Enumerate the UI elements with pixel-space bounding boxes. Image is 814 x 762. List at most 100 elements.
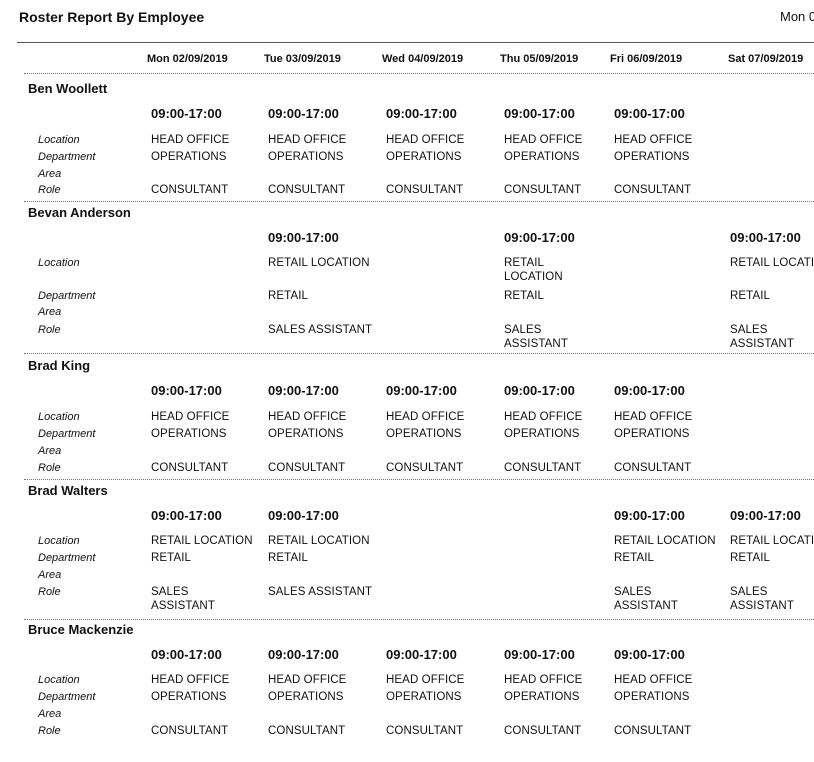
- shift-cell: 09:00-17:00 RETAIL LOCATION RETAIL SALES AS…: [151, 483, 271, 623]
- shift-cell: 09:00-17:00 HEAD OFFICE OPERATIONS CONSULTA…: [504, 358, 624, 498]
- shift-location: HEAD OFFICE: [614, 134, 693, 146]
- day-header-tue: Tue 03/09/2019: [264, 53, 341, 65]
- shift-location: HEAD OFFICE: [268, 134, 347, 146]
- field-label-area: Area: [38, 708, 62, 720]
- shift-cell: 09:00-17:00 RETAIL LOCATION RETAIL SALES AS…: [730, 483, 814, 623]
- shift-location: RETAIL LOCATION: [614, 535, 716, 547]
- shift-department: OPERATIONS: [614, 428, 690, 440]
- shift-department: OPERATIONS: [504, 151, 580, 163]
- shift-location: HEAD OFFICE: [151, 411, 230, 423]
- shift-location: RETAIL LOCATION: [151, 535, 253, 547]
- shift-cell: 09:00-17:00 HEAD OFFICE OPERATIONS CONSULTA…: [151, 358, 271, 498]
- shift-department: OPERATIONS: [151, 428, 227, 440]
- shift-department: OPERATIONS: [268, 151, 344, 163]
- employee-block: Bevan Anderson Location Department Area Role…: [0, 205, 814, 350]
- field-label-location: Location: [38, 257, 80, 269]
- shift-department: OPERATIONS: [268, 428, 344, 440]
- field-label-role: Role: [38, 184, 61, 196]
- shift-role: CONSULTANT: [268, 184, 346, 196]
- shift-location: HEAD OFFICE: [504, 674, 583, 686]
- shift-role: CONSULTANT: [614, 462, 692, 474]
- shift-role: CONSULTANT: [268, 725, 346, 737]
- shift-location: HEAD OFFICE: [614, 411, 693, 423]
- shift-cell: 09:00-17:00 RETAIL LOCATION RETAIL SALES AS…: [614, 483, 734, 623]
- shift-time: 09:00-17:00: [730, 508, 801, 523]
- field-label-location: Location: [38, 674, 80, 686]
- report-title: Roster Report By Employee: [19, 9, 205, 25]
- employee-divider: [24, 619, 814, 620]
- shift-location: RETAIL LOCATION: [730, 535, 814, 547]
- shift-role: SALES ASSISTANT: [268, 324, 373, 336]
- employee-block: Brad King Location Department Area Role 09:00…: [0, 358, 814, 498]
- roster-rows: Ben Woollett Location Department Area Role 09…: [0, 81, 814, 737]
- shift-role: SALES ASSISTANT: [504, 324, 568, 350]
- shift-cell: 09:00-17:00 RETAIL LOCATION RETAIL SALES AS…: [268, 205, 388, 345]
- shift-department: OPERATIONS: [151, 691, 227, 703]
- shift-location: HEAD OFFICE: [268, 674, 347, 686]
- shift-role: CONSULTANT: [386, 725, 464, 737]
- shift-time: 09:00-17:00: [504, 106, 575, 121]
- employee-name: Ben Woollett: [28, 81, 108, 96]
- shift-role: CONSULTANT: [151, 462, 229, 474]
- shift-role: CONSULTANT: [268, 462, 346, 474]
- day-column-headers: Mon 02/09/2019 Tue 03/09/2019 Wed 04/09/…: [0, 53, 814, 69]
- shift-time: 09:00-17:00: [730, 230, 801, 245]
- shift-cell: 09:00-17:00 HEAD OFFICE OPERATIONS CONSULTA…: [504, 81, 624, 221]
- field-label-department: Department: [38, 428, 96, 440]
- shift-role: CONSULTANT: [614, 725, 692, 737]
- field-label-area: Area: [38, 445, 62, 457]
- shift-role: CONSULTANT: [504, 725, 582, 737]
- shift-time: 09:00-17:00: [614, 383, 685, 398]
- shift-department: RETAIL: [730, 290, 771, 302]
- shift-location: HEAD OFFICE: [386, 674, 465, 686]
- field-label-location: Location: [38, 411, 80, 423]
- field-label-location: Location: [38, 535, 80, 547]
- shift-time: 09:00-17:00: [268, 106, 339, 121]
- shift-role: CONSULTANT: [386, 184, 464, 196]
- field-label-location: Location: [38, 134, 80, 146]
- shift-department: OPERATIONS: [614, 691, 690, 703]
- shift-time: 09:00-17:00: [151, 383, 222, 398]
- shift-department: RETAIL: [730, 552, 771, 564]
- shift-cell: 09:00-17:00 HEAD OFFICE OPERATIONS CONSULTA…: [268, 358, 388, 498]
- shift-cell: 09:00-17:00 HEAD OFFICE OPERATIONS CONSULTA…: [386, 81, 506, 221]
- report-date-header: Mon 0: [780, 9, 814, 24]
- shift-time: 09:00-17:00: [504, 230, 575, 245]
- shift-location: RETAIL LOCATION: [504, 257, 563, 283]
- shift-cell: 09:00-17:00 RETAIL LOCATION RETAIL SALES AS…: [268, 483, 388, 623]
- shift-role: CONSULTANT: [386, 462, 464, 474]
- title-divider: [17, 42, 814, 43]
- shift-location: HEAD OFFICE: [504, 134, 583, 146]
- employee-divider: [24, 201, 814, 202]
- shift-location: HEAD OFFICE: [504, 411, 583, 423]
- shift-cell: 09:00-17:00 HEAD OFFICE OPERATIONS CONSULTA…: [386, 622, 506, 762]
- shift-department: OPERATIONS: [504, 691, 580, 703]
- shift-department: OPERATIONS: [151, 151, 227, 163]
- shift-role: SALES ASSISTANT: [730, 324, 794, 350]
- shift-time: 09:00-17:00: [386, 106, 457, 121]
- shift-time: 09:00-17:00: [614, 647, 685, 662]
- field-label-department: Department: [38, 552, 96, 564]
- shift-location: HEAD OFFICE: [151, 134, 230, 146]
- shift-department: RETAIL: [614, 552, 655, 564]
- shift-cell: 09:00-17:00 HEAD OFFICE OPERATIONS CONSULTA…: [151, 622, 271, 762]
- shift-department: RETAIL: [504, 290, 545, 302]
- shift-role: CONSULTANT: [614, 184, 692, 196]
- field-label-area: Area: [38, 569, 62, 581]
- field-label-role: Role: [38, 462, 61, 474]
- shift-cell: 09:00-17:00 HEAD OFFICE OPERATIONS CONSULTA…: [504, 622, 624, 762]
- field-label-role: Role: [38, 586, 61, 598]
- day-header-fri: Fri 06/09/2019: [610, 53, 683, 65]
- shift-cell: 09:00-17:00 HEAD OFFICE OPERATIONS CONSULTA…: [614, 622, 734, 762]
- shift-department: RETAIL: [268, 552, 309, 564]
- shift-cell: 09:00-17:00 HEAD OFFICE OPERATIONS CONSULTA…: [268, 81, 388, 221]
- shift-department: OPERATIONS: [386, 691, 462, 703]
- shift-time: 09:00-17:00: [504, 647, 575, 662]
- shift-cell: 09:00-17:00 HEAD OFFICE OPERATIONS CONSULTA…: [268, 622, 388, 762]
- shift-cell: 09:00-17:00 RETAIL LOCATION RETAIL SALES AS…: [730, 205, 814, 350]
- shift-department: OPERATIONS: [386, 151, 462, 163]
- shift-location: HEAD OFFICE: [386, 411, 465, 423]
- field-label-role: Role: [38, 324, 61, 336]
- shift-location: HEAD OFFICE: [268, 411, 347, 423]
- shift-role: SALES ASSISTANT: [730, 586, 794, 612]
